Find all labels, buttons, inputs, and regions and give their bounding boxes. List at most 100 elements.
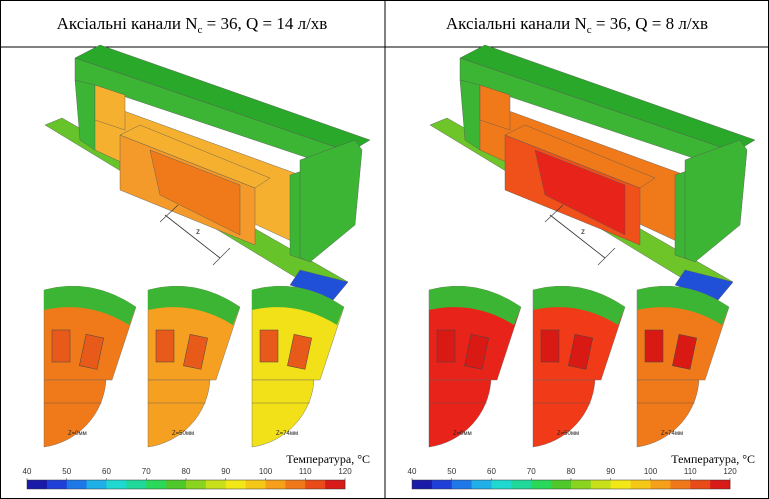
slot: [436, 329, 456, 363]
model-3d: [429, 44, 756, 301]
core-hot: [149, 149, 241, 236]
slice-label: Z=74мм: [276, 431, 298, 437]
colorbar-tick-label: 110: [684, 467, 697, 476]
colorbar-tick-label: 40: [23, 467, 32, 476]
dimension-line: [164, 214, 221, 259]
colorbar-tick-label: 120: [338, 467, 352, 476]
window: [94, 84, 126, 131]
colorbar-segment: [491, 480, 512, 489]
colorbar-segment: [205, 480, 227, 489]
slot: [568, 334, 593, 370]
core-hot: [534, 149, 626, 236]
slice-yoke: [252, 286, 344, 325]
colorbar-segment: [710, 480, 731, 489]
colorbar-segment: [412, 480, 433, 489]
model-3d: [44, 44, 371, 301]
colorbar-tick-label: 90: [221, 467, 230, 476]
colorbar-segment: [46, 480, 68, 489]
slot: [79, 334, 104, 370]
colorbar-label: Температура, °C: [286, 452, 370, 466]
colorbar-tick-label: 100: [644, 467, 658, 476]
slice-label: Z=50мм: [172, 431, 194, 437]
colorbar-segment: [690, 480, 711, 489]
slice-wedge: [251, 379, 315, 448]
colorbar-segment: [451, 480, 472, 489]
dimension-label: z: [581, 227, 585, 236]
colorbar-tick-label: 60: [487, 467, 496, 476]
slice-wedge: [636, 379, 700, 448]
colorbar-segment: [186, 480, 207, 489]
slice-yoke: [44, 286, 136, 325]
colorbar-segment: [146, 480, 167, 489]
slice-yoke: [637, 286, 729, 325]
panel: Аксіальні канали Nc = 36, Q = 8 л/хв z Z=0…: [408, 14, 756, 490]
dimension-tick: [597, 247, 616, 266]
colorbar-segment: [571, 480, 592, 489]
slice-label: Z=0мм: [453, 431, 472, 437]
colorbar-tick-label: 70: [527, 467, 536, 476]
colorbar-segment: [551, 480, 572, 489]
slot: [287, 334, 312, 370]
colorbar-segment: [305, 480, 326, 489]
dimension-label: z: [196, 227, 200, 236]
colorbar-segment: [126, 480, 147, 489]
colorbar-segment: [650, 480, 671, 489]
colorbar-label: Температура, °C: [671, 452, 755, 466]
colorbar-tick-label: 50: [62, 467, 71, 476]
slice-wedge: [43, 379, 107, 448]
header-subscript: c: [198, 24, 203, 36]
colorbar-tick-label: 80: [182, 467, 191, 476]
colorbar-tick-label: 60: [102, 467, 111, 476]
colorbar-segment: [285, 480, 306, 489]
colorbar-segment: [325, 480, 346, 489]
slice-wedge: [532, 379, 596, 448]
colorbar-segment: [66, 480, 87, 489]
dimension-tick: [159, 204, 179, 223]
colorbar-tick-label: 50: [447, 467, 456, 476]
header-text: Аксіальні канали N: [446, 14, 587, 33]
column-header: Аксіальні канали Nc = 36, Q = 8 л/хв: [446, 14, 708, 36]
colorbar-segment: [27, 480, 48, 489]
slice-yoke: [429, 286, 521, 325]
header-text: Аксіальні канали N: [57, 14, 198, 33]
header-subscript: c: [587, 24, 592, 36]
colorbar-segment: [86, 480, 107, 489]
slice-label: Z=50мм: [557, 431, 579, 437]
colorbar-tick-label: 100: [259, 467, 273, 476]
slot: [540, 329, 560, 363]
slice-label: Z=0мм: [68, 431, 87, 437]
colorbar-tick-label: 90: [606, 467, 615, 476]
leg-left: [74, 79, 96, 151]
header-text: = 36, Q = 14 л/хв: [202, 14, 327, 33]
colorbar-segment: [106, 480, 127, 489]
colorbar-tick-label: 70: [142, 467, 151, 476]
slice-wedge: [147, 379, 211, 448]
slot: [464, 334, 489, 370]
column-header: Аксіальні канали Nc = 36, Q = 14 л/хв: [57, 14, 328, 36]
colorbar-segment: [265, 480, 286, 489]
core-top: [119, 124, 271, 189]
slot: [51, 329, 71, 363]
slice-label: Z=74мм: [661, 431, 683, 437]
colorbar-segment: [225, 480, 246, 489]
colorbar-segment: [610, 480, 631, 489]
colorbar-segment: [431, 480, 453, 489]
slice-yoke: [533, 286, 625, 325]
colorbar-segment: [531, 480, 552, 489]
colorbar-segment: [245, 480, 266, 489]
colorbar-tick-label: 120: [723, 467, 737, 476]
slice-yoke: [148, 286, 240, 325]
colorbar-tick-label: 40: [408, 467, 417, 476]
colorbar-segment: [670, 480, 691, 489]
slot: [672, 334, 697, 370]
core-top: [504, 124, 656, 189]
colorbar-segment: [471, 480, 492, 489]
leg-left: [459, 79, 481, 151]
dimension-tick: [212, 247, 231, 266]
colorbar-segment: [166, 480, 187, 489]
colorbar-segment: [511, 480, 532, 489]
colorbar-tick-label: 110: [299, 467, 312, 476]
end-plate: [684, 139, 748, 263]
window: [479, 84, 511, 131]
